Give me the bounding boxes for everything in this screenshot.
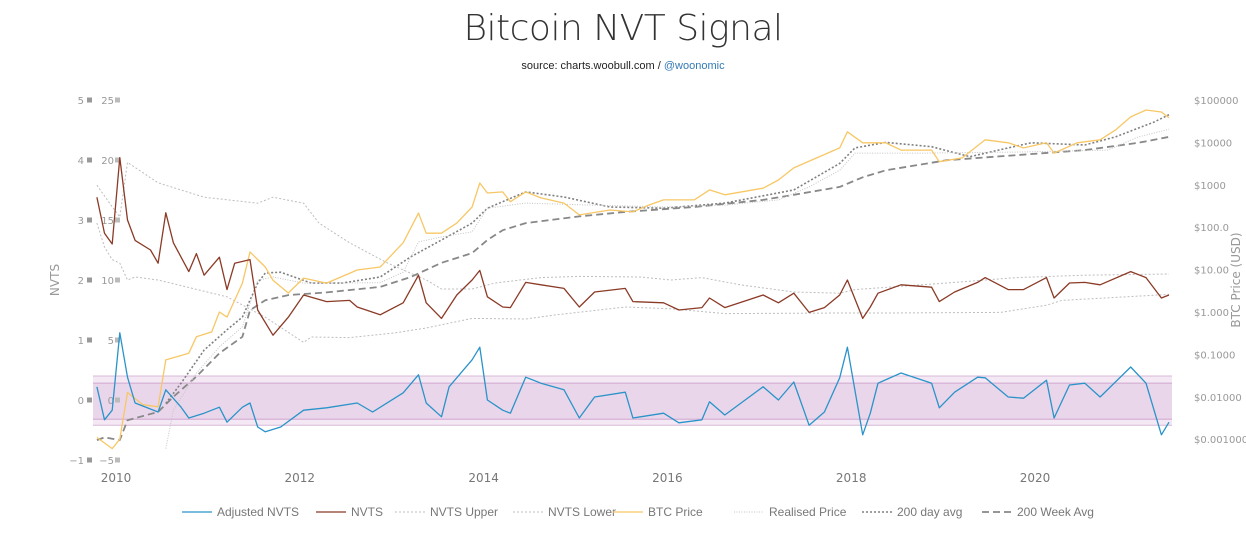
y-right-tick-label: $10.00 — [1194, 266, 1229, 277]
series-nvts — [96, 156, 1170, 336]
y-inner-tick-label: 5 — [108, 336, 114, 347]
y-right-tick-label: $1.000 — [1194, 308, 1229, 319]
y-outer-tick-label: 3 — [78, 216, 84, 227]
y-outer-tick-mark — [87, 397, 92, 403]
y-right-axis-title: BTC Price (USD) — [1229, 232, 1243, 327]
y-inner-tick-mark — [115, 277, 120, 283]
y-right-tick-label: $10000 — [1194, 138, 1232, 149]
y-outer-tick-mark — [87, 457, 92, 463]
chart-title: Bitcoin NVT Signal — [463, 8, 783, 49]
y-inner-tick-label: 25 — [101, 96, 114, 107]
y-right-tick-label: $0.1000 — [1194, 350, 1235, 361]
legend-label: NVTS — [351, 505, 383, 519]
y-right-tick-label: $0.001000 — [1194, 435, 1246, 446]
y-right-tick-label: $100000 — [1194, 96, 1239, 107]
legend-label: 200 Week Avg — [1017, 505, 1094, 519]
x-tick-label: 2010 — [101, 471, 132, 485]
y-inner-tick-label: 10 — [101, 276, 114, 287]
series-nvts-upper — [96, 161, 1170, 294]
x-tick-label: 2020 — [1020, 471, 1051, 485]
y-right-tick-label: $0.01000 — [1194, 393, 1242, 404]
legend[interactable]: Adjusted NVTS NVTS NVTS Upper NVTS Lower BTC… — [182, 505, 1094, 519]
series-realised-price — [165, 128, 1170, 449]
y-inner-tick-mark — [115, 97, 120, 103]
legend-label: 200 day avg — [897, 505, 962, 519]
series-200-day-avg — [165, 113, 1170, 404]
series-btc-price — [96, 109, 1170, 450]
axes: 543210−12520151050−5NVTS$100000$10000$10… — [48, 96, 1246, 485]
y-inner-tick-label: −5 — [99, 456, 114, 467]
legend-item-adjusted-nvts[interactable]: Adjusted NVTS — [182, 505, 299, 519]
y-right-tick-label: $1000 — [1194, 181, 1226, 192]
legend-item-nvts[interactable]: NVTS — [316, 505, 383, 519]
x-tick-label: 2014 — [468, 471, 499, 485]
x-tick-label: 2016 — [652, 471, 683, 485]
y-right-tick-label: $100.0 — [1194, 223, 1229, 234]
source-text: source: charts.woobull.com / — [521, 60, 664, 72]
chart-subtitle: source: charts.woobull.com / @woonomic — [0, 60, 1246, 72]
y-outer-tick-mark — [87, 337, 92, 343]
plot-area — [96, 109, 1170, 450]
y-inner-tick-label: 0 — [108, 396, 114, 407]
y-outer-tick-label: 0 — [78, 396, 84, 407]
series-adjusted-nvts — [96, 332, 1170, 436]
y-inner-tick-mark — [115, 457, 120, 463]
woonomic-link[interactable]: @woonomic — [663, 60, 725, 72]
y-left-axis-title: NVTS — [48, 264, 62, 296]
y-outer-tick-mark — [87, 277, 92, 283]
y-outer-tick-mark — [87, 157, 92, 163]
legend-item-nvts-lower[interactable]: NVTS Lower — [513, 505, 616, 519]
y-outer-tick-mark — [87, 217, 92, 223]
y-inner-tick-mark — [115, 337, 120, 343]
y-outer-tick-label: 4 — [78, 156, 84, 167]
legend-item-200-day-avg[interactable]: 200 day avg — [862, 505, 962, 519]
y-outer-tick-mark — [87, 97, 92, 103]
y-outer-tick-label: −1 — [69, 456, 84, 467]
x-tick-label: 2018 — [836, 471, 867, 485]
legend-item-nvts-upper[interactable]: NVTS Upper — [395, 505, 498, 519]
y-inner-tick-mark — [115, 157, 120, 163]
y-outer-tick-label: 2 — [78, 276, 84, 287]
series-nvts-lower — [96, 222, 1170, 343]
legend-item-200-week-avg[interactable]: 200 Week Avg — [982, 505, 1094, 519]
legend-label: Realised Price — [769, 505, 847, 519]
x-tick-label: 2012 — [285, 471, 316, 485]
legend-label: BTC Price — [648, 505, 703, 519]
y-inner-tick-label: 15 — [101, 216, 114, 227]
y-inner-tick-mark — [115, 397, 120, 403]
legend-label: Adjusted NVTS — [217, 505, 299, 519]
legend-item-realised-price[interactable]: Realised Price — [734, 505, 847, 519]
y-outer-tick-label: 5 — [78, 96, 84, 107]
band-inner — [93, 383, 1172, 420]
y-inner-tick-label: 20 — [101, 156, 114, 167]
y-inner-tick-mark — [115, 217, 120, 223]
legend-label: NVTS Upper — [430, 505, 498, 519]
y-outer-tick-label: 1 — [78, 336, 84, 347]
legend-item-btc-price[interactable]: BTC Price — [613, 505, 703, 519]
legend-label: NVTS Lower — [548, 505, 616, 519]
series-200-week-avg — [96, 136, 1170, 441]
